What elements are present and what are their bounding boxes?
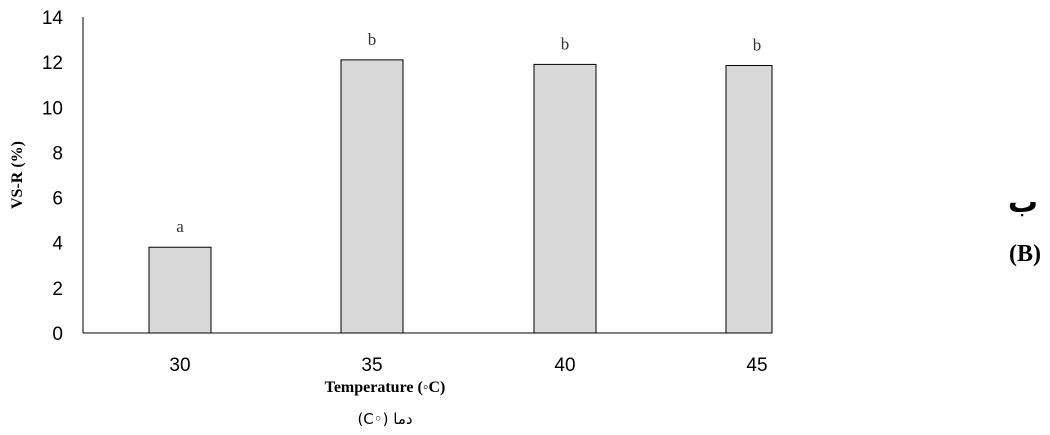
significance-labels: a b b b [176, 30, 761, 236]
panel-letter-persian: ب [1008, 185, 1038, 220]
x-tick-label: 45 [746, 355, 767, 376]
significance-letter: b [753, 36, 762, 55]
y-tick-label: 2 [52, 279, 63, 300]
significance-letter: a [176, 217, 184, 236]
y-tick-label: 12 [42, 53, 63, 74]
y-tick-label: 8 [52, 143, 63, 164]
x-tick-label: 30 [169, 355, 190, 376]
panel-label: (B) [1009, 241, 1041, 267]
y-tick-label: 6 [52, 189, 63, 210]
bar-45 [725, 65, 773, 334]
x-tick-labels: 30 35 40 45 [169, 355, 767, 376]
y-tick-label: 0 [52, 324, 63, 345]
x-axis-title: Temperature (◦C) [325, 379, 446, 396]
bar-40 [533, 63, 597, 334]
bar-30 [148, 246, 212, 334]
significance-letter: b [561, 34, 570, 53]
y-tick-label: 4 [52, 234, 63, 255]
bar-35 [340, 59, 404, 334]
significance-letter: b [368, 30, 377, 49]
x-axis-title-persian: دما (◦C) [357, 410, 412, 428]
bars-group [148, 59, 773, 334]
x-tick-label: 40 [554, 355, 575, 376]
y-tick-labels: 0 2 4 6 8 10 12 14 [42, 8, 64, 345]
x-tick-label: 35 [361, 355, 382, 376]
y-axis-title: VS-R (%) [9, 141, 26, 209]
y-tick-label: 10 [42, 98, 63, 119]
y-tick-label: 14 [42, 8, 64, 29]
